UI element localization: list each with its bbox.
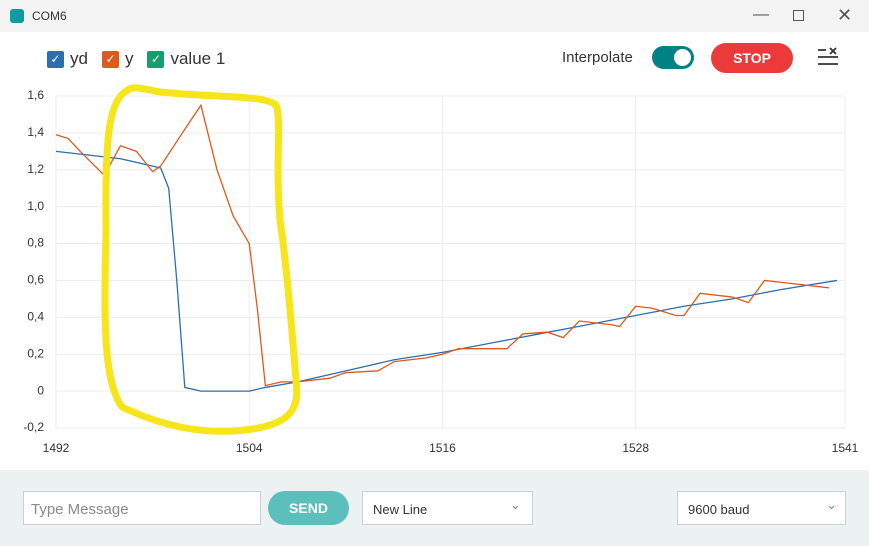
app-icon (10, 9, 24, 23)
legend-item[interactable]: ✓ value 1 (147, 49, 225, 69)
dropdown-arrow: ⌄ (510, 497, 521, 512)
legend-item[interactable]: ✓ yd (47, 49, 88, 69)
legend-checkbox[interactable]: ✓ (47, 50, 64, 68)
stop-button[interactable]: STOP (711, 43, 793, 73)
title-bar (0, 0, 869, 32)
legend-label: y (124, 49, 134, 68)
legend-item[interactable]: ✓ y (101, 49, 134, 69)
legend-label: value 1 (170, 49, 226, 68)
x-tick-label: 1492 (43, 441, 70, 455)
y-tick-label: 1,2 (27, 162, 44, 176)
window-title: COM6 (32, 9, 67, 23)
y-tick-label: 1,6 (27, 88, 44, 102)
y-tick-label: 0,8 (27, 236, 44, 250)
y-tick-label: 1,0 (27, 199, 44, 213)
x-tick-label: 1541 (832, 441, 859, 455)
series-line (55, 103, 829, 387)
message-input[interactable]: Type Message (23, 491, 261, 525)
clear-icon[interactable] (817, 47, 839, 67)
x-tick-label: 1528 (622, 441, 649, 455)
maximize[interactable] (793, 10, 804, 21)
x-tick-label: 1516 (429, 441, 456, 455)
y-tick-label: 0 (37, 383, 44, 397)
y-tick-label: 0,6 (27, 273, 44, 287)
legend-label: yd (70, 49, 88, 68)
y-tick-label: 0,2 (27, 346, 44, 360)
highlight-annotation (101, 84, 301, 435)
line-ending-select[interactable]: New Line (362, 491, 533, 525)
series-line (55, 150, 838, 392)
send-button[interactable]: SEND (268, 491, 349, 525)
legend-checkbox[interactable]: ✓ (147, 50, 165, 68)
minimize[interactable]: — (753, 6, 769, 23)
baud-select[interactable]: 9600 baud (677, 491, 846, 525)
close[interactable]: ✕ (837, 5, 853, 25)
y-tick-label: 1,4 (27, 125, 44, 139)
interpolate-toggle[interactable] (652, 46, 694, 69)
y-tick-label: -0,2 (23, 420, 44, 434)
x-tick-label: 1504 (236, 441, 263, 455)
legend: ✓ yd ✓ y ✓ value 1 (47, 48, 225, 70)
plot: -0,2 0 0,2 0,4 0,6 0,8 1,0 1,2 1,4 1,6 1492 1504 151… (23, 84, 859, 455)
dropdown-arrow: ⌄ (826, 497, 837, 512)
legend-checkbox[interactable]: ✓ (101, 50, 119, 68)
interpolate-label: Interpolate (562, 49, 633, 66)
y-tick-label: 0,4 (27, 310, 44, 324)
